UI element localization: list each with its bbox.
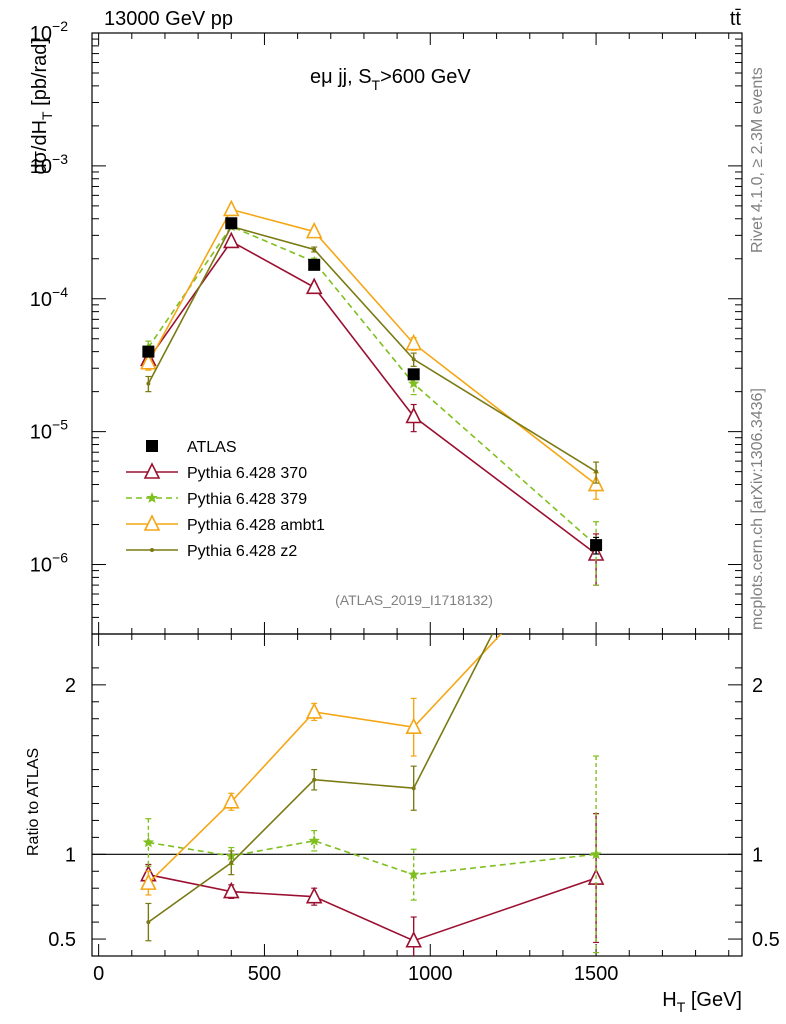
ratio-tick-label-right: 1 [752, 844, 763, 866]
point-p370 [222, 231, 240, 249]
header-left: 13000 GeV pp [104, 8, 233, 30]
ratio-point-z2 [229, 860, 234, 865]
ratio-line-ambt1 [147, 634, 503, 884]
analysis-id-watermark: (ATLAS_2019_I1718132) [335, 592, 493, 608]
ratio-point-ambt1 [222, 791, 240, 809]
axis-ticks: 0 500 1000 1500 10−6 10−5 10−4 10−3 10−2 0.5 0.5 1 1… [30, 18, 780, 985]
ratio-y-axis-label: Ratio to ATLAS [25, 748, 42, 856]
x-axis-label: HT [GeV] [662, 989, 742, 1015]
legend-item-ambt1: Pythia 6.428 ambt1 [126, 514, 325, 534]
mcplots-source-label: mcplots.cern.ch [arXiv:1306.3436] [749, 388, 766, 630]
ratio-point-p370 [222, 881, 240, 899]
ratio-point-ambt1 [405, 717, 422, 735]
ratio-point-z2 [146, 920, 151, 925]
legend-label-ambt1: Pythia 6.428 ambt1 [187, 517, 325, 534]
point-atlas [308, 258, 321, 271]
legend-marker-atlas [146, 440, 158, 452]
x-tick-label: 1500 [574, 963, 619, 985]
series-line-p379 [147, 225, 597, 546]
ratio-line-p370 [148, 873, 597, 942]
x-tick-label: 1000 [408, 963, 453, 985]
ratio-series-z2 [145, 429, 598, 942]
ratio-tick-label-right: 0.5 [752, 929, 780, 951]
legend-item-p370: Pythia 6.428 370 [126, 462, 307, 482]
ratio-point-p370 [305, 886, 323, 904]
ratio-point-z2 [594, 429, 598, 433]
point-z2 [411, 357, 416, 362]
point-atlas [407, 368, 420, 381]
point-ambt1 [222, 199, 240, 217]
point-p379 [408, 377, 420, 389]
series-z2 [145, 224, 600, 484]
ratio-point-ambt1 [140, 873, 157, 890]
legend-label-p379: Pythia 6.428 379 [187, 491, 307, 508]
ratio-point-p379 [142, 836, 155, 848]
legend-marker-z2 [150, 548, 154, 552]
y-tick-label: 10−5 [30, 417, 68, 444]
ratio-series-p370 [140, 813, 605, 956]
point-p370 [405, 406, 422, 424]
point-atlas [142, 345, 155, 358]
y-axis-label: dσ/dHT [pb/rad] [29, 38, 55, 175]
legend-marker-ambt1 [143, 514, 161, 531]
legend-marker-p379 [146, 492, 158, 503]
ratio-tick-label: 0.5 [48, 929, 76, 951]
ratio-point-z2 [312, 777, 317, 782]
y-tick-label: 10−6 [30, 550, 68, 577]
ratio-tick-label: 1 [65, 844, 76, 866]
y-tick-label: 10−4 [30, 284, 68, 311]
ratio-series-ambt1 [140, 634, 503, 896]
ratio-tick-label-right: 2 [752, 675, 763, 697]
legend-marker-p370 [143, 462, 161, 479]
rivet-version-label: Rivet 4.1.0, ≥ 2.3M events [749, 67, 766, 253]
series-atlas [142, 217, 603, 555]
point-z2 [146, 381, 151, 386]
point-ambt1 [405, 333, 422, 351]
x-tick-label: 500 [248, 963, 281, 985]
ratio-line-p379 [148, 839, 597, 876]
ratio-tick-label: 2 [65, 675, 76, 697]
ratio-point-p379 [590, 848, 602, 860]
header-right: tt̄ [730, 8, 742, 30]
series-ambt1 [140, 199, 605, 500]
legend-item-atlas: ATLAS [146, 439, 237, 456]
ratio-point-p379 [408, 868, 420, 880]
y-tick-label: 10−3 [30, 151, 68, 178]
legend-label-atlas: ATLAS [187, 439, 237, 456]
point-ambt1 [140, 352, 157, 370]
y-tick-label: 10−2 [30, 18, 68, 45]
legend-item-p379: Pythia 6.428 379 [126, 491, 307, 508]
point-atlas [590, 539, 603, 552]
ratio-series [140, 429, 605, 956]
ratio-panel-frame [91, 633, 743, 957]
point-ambt1 [305, 221, 323, 239]
main-series [140, 199, 605, 586]
ratio-point-z2 [411, 786, 416, 791]
point-p370 [305, 277, 323, 295]
chart-title: eμ jj, ST>600 GeV [310, 66, 471, 93]
x-tick-label: 0 [93, 963, 104, 985]
point-atlas [225, 217, 238, 230]
legend: ATLAS Pythia 6.428 370 Pythia 6.428 379 Pyt… [126, 439, 325, 560]
legend-label-p370: Pythia 6.428 370 [187, 465, 307, 482]
ratio-point-ambt1 [305, 702, 323, 719]
ratio-point-p379 [308, 834, 320, 846]
point-z2 [594, 469, 599, 474]
ratio-point-p370 [405, 930, 422, 948]
legend-item-z2: Pythia 6.428 z2 [126, 543, 297, 560]
legend-label-z2: Pythia 6.428 z2 [187, 543, 297, 560]
point-z2 [312, 247, 317, 252]
